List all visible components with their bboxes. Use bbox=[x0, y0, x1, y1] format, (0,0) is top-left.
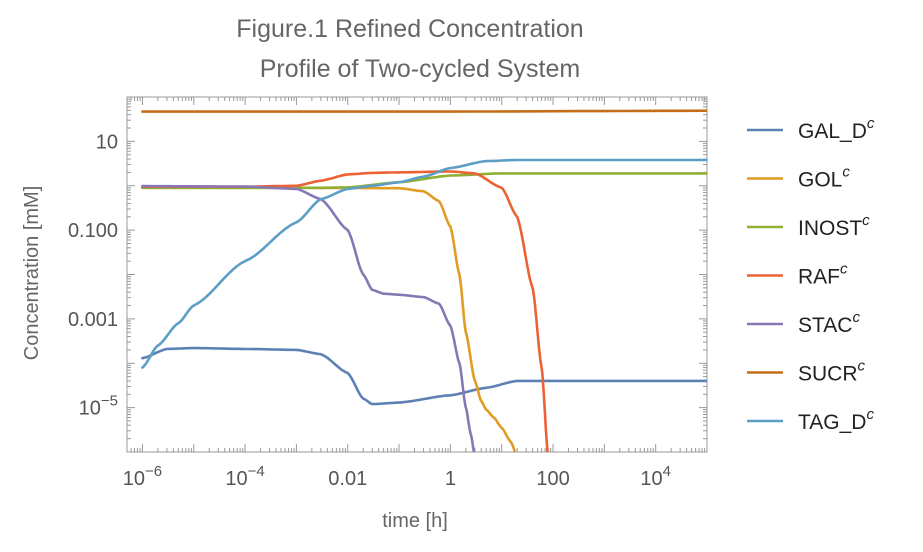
x-tick-label: 1 bbox=[445, 468, 456, 490]
series-line-stac bbox=[141, 184, 476, 452]
y-tick-label: 10−5 bbox=[79, 393, 118, 420]
legend-label-raf: RAFc bbox=[798, 261, 848, 289]
x-tick-label: 104 bbox=[640, 463, 671, 490]
x-axis-label: time [h] bbox=[382, 510, 448, 532]
axis-ticks: 10−6 10−4 0.01 1 100 104 10 0.100 0.001 10−5 bbox=[68, 96, 708, 490]
plot-frame bbox=[126, 96, 708, 453]
series-line-gol bbox=[141, 186, 517, 452]
series-line-tag-d bbox=[141, 158, 707, 369]
series-line-gal-d bbox=[141, 346, 707, 406]
legend-label-gol: GOLc bbox=[798, 164, 850, 192]
y-tick-label: 0.100 bbox=[68, 220, 118, 242]
series-line-sucr bbox=[141, 109, 707, 113]
x-tick-label: 10−6 bbox=[123, 463, 162, 490]
y-axis-label: Concentration [mM] bbox=[21, 186, 43, 361]
chart-title-line-1: Figure.1 Refined Concentration bbox=[236, 15, 583, 43]
series-group bbox=[141, 109, 707, 452]
y-tick-label: 10 bbox=[96, 131, 118, 153]
legend-label-gal-d: GAL_Dc bbox=[798, 115, 875, 143]
legend-label-stac: STACc bbox=[798, 309, 860, 337]
legend-label-tag-d: TAG_Dc bbox=[798, 406, 874, 434]
chart-title-line-2: Profile of Two-cycled System bbox=[260, 55, 580, 83]
legend-label-inost: INOSTc bbox=[798, 212, 870, 240]
x-tick-label: 100 bbox=[536, 468, 569, 490]
x-tick-label: 10−4 bbox=[225, 463, 264, 490]
series-line-raf bbox=[141, 170, 549, 452]
legend: GAL_Dc GOLc INOSTc RAFc STACc SUCRc TAG_Dc bbox=[747, 115, 875, 434]
y-tick-label: 0.001 bbox=[68, 309, 118, 331]
legend-label-sucr: SUCRc bbox=[798, 358, 866, 386]
x-tick-label: 0.01 bbox=[328, 468, 367, 490]
